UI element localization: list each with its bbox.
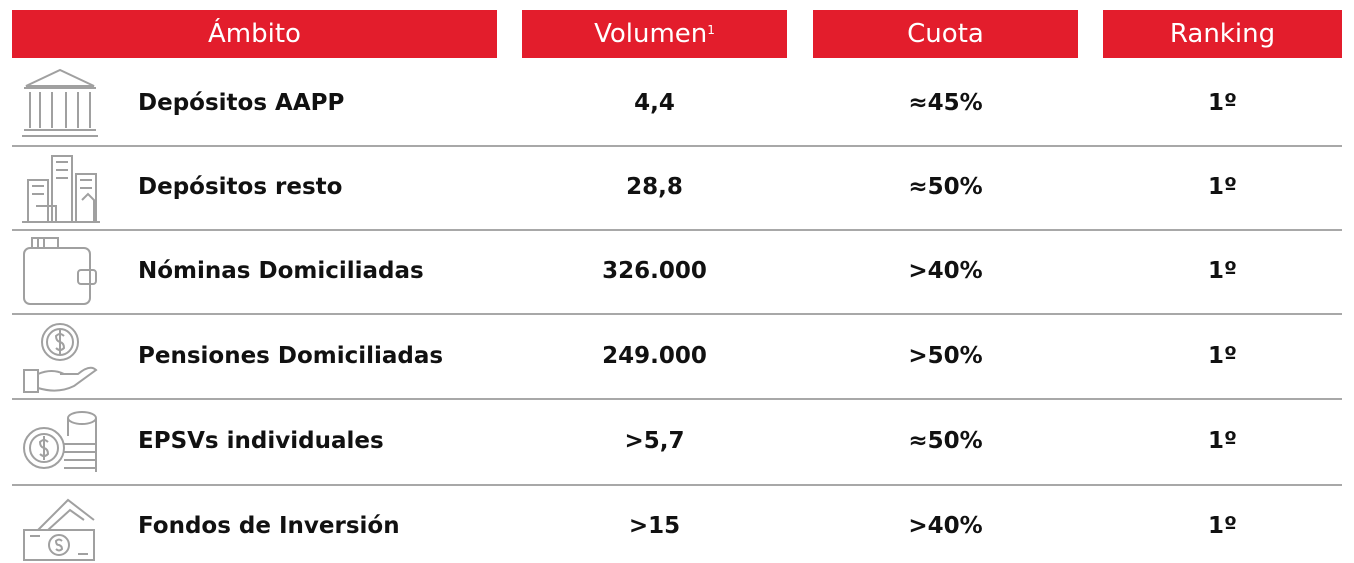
share-value: ≈50% xyxy=(908,428,983,454)
share-value: >40% xyxy=(908,513,983,539)
row-label: Fondos de Inversión xyxy=(138,513,400,539)
buildings-icon xyxy=(22,155,100,223)
volume-value: 28,8 xyxy=(626,174,683,200)
share-value: ≈45% xyxy=(908,90,983,116)
banknotes-icon xyxy=(23,498,95,561)
row-label: Pensiones Domiciliadas xyxy=(138,343,444,369)
row-separator xyxy=(12,313,1342,315)
share-value: >40% xyxy=(908,258,983,284)
volume-value: >15 xyxy=(628,513,681,539)
volume-value: 4,4 xyxy=(634,90,675,116)
header-text: Ámbito xyxy=(208,19,301,49)
wallet-icon xyxy=(23,237,97,305)
ranking-value: 1º xyxy=(1208,343,1237,369)
header-text: Ranking xyxy=(1169,19,1276,49)
row-separator xyxy=(12,229,1342,231)
row-separator xyxy=(12,145,1342,147)
header-cell: Ámbito xyxy=(12,10,497,58)
volume-value: 249.000 xyxy=(602,343,707,369)
ranking-value: 1º xyxy=(1208,258,1237,284)
row-separator xyxy=(12,398,1342,400)
row-label: EPSVs individuales xyxy=(138,428,384,454)
bank-icon xyxy=(22,68,98,137)
row-label: Depósitos AAPP xyxy=(138,90,345,116)
row-separator xyxy=(12,484,1342,486)
ranking-value: 1º xyxy=(1208,174,1237,200)
row-label: Nóminas Domiciliadas xyxy=(138,258,424,284)
ranking-value: 1º xyxy=(1208,90,1237,116)
share-value: >50% xyxy=(908,343,983,369)
header-cell: Cuota xyxy=(813,10,1078,58)
header-text: Volumen xyxy=(594,19,708,49)
header-cell: Ranking xyxy=(1103,10,1342,58)
ranking-value: 1º xyxy=(1208,428,1237,454)
ranking-value: 1º xyxy=(1208,513,1237,539)
header-text: Cuota xyxy=(907,19,984,49)
header-cell: Volumen 1 xyxy=(522,10,787,58)
row-label: Depósitos resto xyxy=(138,174,343,200)
coins-icon xyxy=(23,411,97,472)
footnote-mark: 1 xyxy=(707,23,715,37)
pension-icon xyxy=(23,323,98,393)
volume-value: 326.000 xyxy=(602,258,707,284)
volume-value: >5,7 xyxy=(624,428,685,454)
share-value: ≈50% xyxy=(908,174,983,200)
